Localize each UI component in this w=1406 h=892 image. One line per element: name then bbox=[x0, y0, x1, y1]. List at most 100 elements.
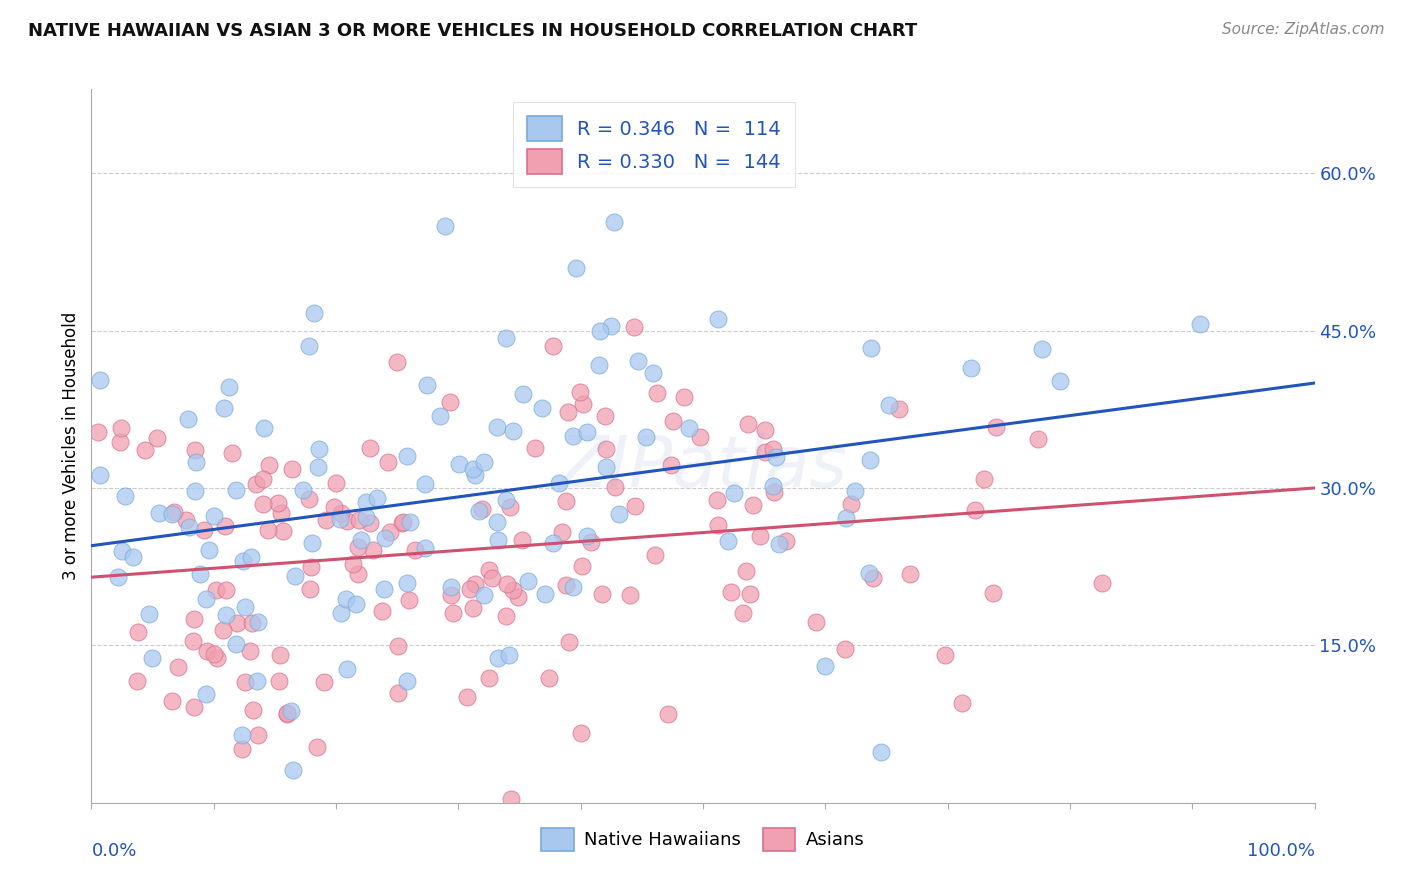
Point bbox=[530, 401, 553, 416]
Point bbox=[440, 580, 463, 594]
Point bbox=[347, 566, 370, 581]
Point bbox=[478, 671, 501, 685]
Point bbox=[959, 360, 981, 375]
Point bbox=[468, 504, 491, 518]
Point bbox=[108, 435, 131, 450]
Point bbox=[141, 650, 163, 665]
Point bbox=[603, 215, 626, 229]
Point bbox=[198, 543, 221, 558]
Point bbox=[336, 514, 359, 528]
Point bbox=[588, 358, 610, 372]
Point bbox=[299, 560, 322, 574]
Point bbox=[342, 557, 364, 571]
Point bbox=[107, 570, 129, 584]
Point bbox=[395, 449, 418, 463]
Point bbox=[387, 355, 409, 369]
Point bbox=[354, 509, 377, 524]
Point bbox=[429, 409, 451, 424]
Point bbox=[561, 429, 583, 443]
Point bbox=[330, 607, 353, 621]
Point bbox=[461, 600, 484, 615]
Point bbox=[735, 564, 758, 578]
Point bbox=[252, 497, 274, 511]
Point bbox=[256, 524, 278, 538]
Point bbox=[347, 513, 370, 527]
Point bbox=[221, 446, 243, 460]
Point bbox=[472, 455, 495, 469]
Point bbox=[898, 567, 921, 582]
Point bbox=[398, 593, 420, 607]
Point bbox=[266, 496, 288, 510]
Point bbox=[495, 608, 517, 623]
Point bbox=[86, 425, 108, 439]
Point bbox=[246, 673, 269, 688]
Point bbox=[387, 686, 409, 700]
Point bbox=[859, 341, 882, 355]
Point bbox=[391, 516, 413, 530]
Point bbox=[301, 536, 323, 550]
Point bbox=[720, 584, 742, 599]
Point bbox=[889, 402, 911, 417]
Point bbox=[595, 459, 617, 474]
Point bbox=[707, 518, 730, 533]
Point bbox=[193, 523, 215, 537]
Point bbox=[225, 637, 247, 651]
Point bbox=[344, 597, 367, 611]
Point bbox=[387, 640, 409, 654]
Point bbox=[645, 386, 668, 401]
Point bbox=[591, 587, 613, 601]
Point bbox=[167, 660, 190, 674]
Point bbox=[571, 559, 593, 574]
Point bbox=[844, 483, 866, 498]
Point bbox=[858, 566, 880, 580]
Point bbox=[145, 431, 167, 445]
Point bbox=[449, 457, 471, 471]
Point bbox=[226, 615, 249, 630]
Point bbox=[486, 651, 509, 665]
Point bbox=[233, 600, 256, 615]
Point bbox=[359, 516, 381, 530]
Point bbox=[246, 728, 269, 742]
Point bbox=[325, 476, 347, 491]
Point bbox=[177, 412, 200, 426]
Point bbox=[841, 497, 863, 511]
Point bbox=[561, 581, 583, 595]
Point bbox=[305, 739, 328, 754]
Point bbox=[183, 611, 205, 625]
Point bbox=[485, 420, 508, 434]
Point bbox=[179, 520, 201, 534]
Point bbox=[595, 442, 617, 456]
Text: ZIPatlas: ZIPatlas bbox=[558, 433, 848, 502]
Point bbox=[502, 424, 524, 438]
Point bbox=[551, 524, 574, 539]
Point bbox=[312, 675, 335, 690]
Point bbox=[495, 492, 517, 507]
Point bbox=[392, 515, 415, 529]
Point bbox=[464, 577, 486, 591]
Point bbox=[280, 704, 302, 718]
Point bbox=[541, 338, 564, 352]
Point bbox=[458, 582, 481, 596]
Point bbox=[623, 319, 645, 334]
Point bbox=[478, 563, 501, 577]
Point bbox=[498, 648, 520, 662]
Point bbox=[754, 444, 776, 458]
Point bbox=[643, 366, 665, 380]
Point bbox=[543, 536, 565, 550]
Point bbox=[363, 543, 385, 558]
Point bbox=[1049, 374, 1071, 388]
Point bbox=[225, 483, 247, 497]
Point bbox=[281, 461, 304, 475]
Point bbox=[754, 423, 776, 437]
Point bbox=[395, 673, 418, 688]
Point bbox=[298, 582, 321, 596]
Point bbox=[374, 531, 396, 545]
Point bbox=[398, 515, 420, 529]
Point bbox=[589, 324, 612, 338]
Point bbox=[253, 421, 276, 435]
Point bbox=[737, 417, 759, 431]
Point bbox=[188, 567, 211, 582]
Point bbox=[512, 387, 534, 401]
Point bbox=[485, 515, 508, 529]
Point bbox=[330, 506, 353, 520]
